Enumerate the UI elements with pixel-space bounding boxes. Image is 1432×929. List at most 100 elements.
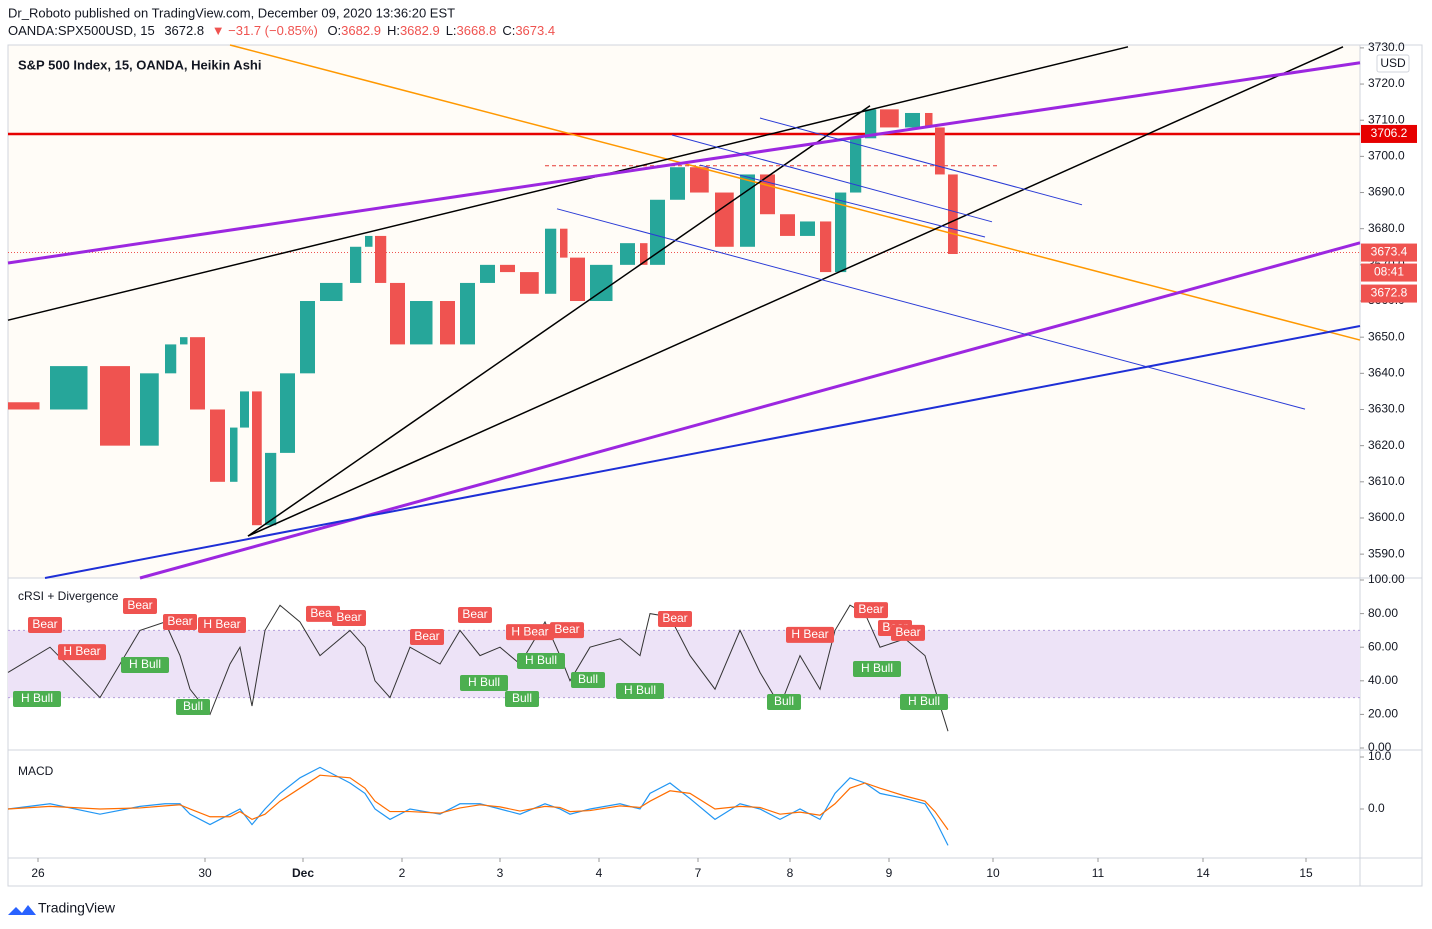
candle — [820, 221, 832, 273]
trend-line — [671, 134, 993, 223]
publish-info: Dr_Roboto published on TradingView.com, … — [8, 5, 455, 20]
candle — [690, 167, 709, 193]
signal-box — [28, 617, 62, 634]
trend-line — [699, 164, 986, 238]
signal-label: Bear — [554, 622, 579, 636]
last: 3672.8 — [164, 23, 204, 38]
x-tick-label: 11 — [1092, 866, 1105, 880]
candle — [740, 174, 755, 247]
signal-label: H Bull — [468, 675, 500, 689]
candle — [715, 192, 734, 247]
chart-title: S&P 500 Index, 15, OANDA, Heikin Ashi — [18, 57, 261, 72]
signal-label: H Bull — [525, 653, 557, 667]
signal-box — [550, 622, 584, 639]
y-tick-label: 3600.0 — [1368, 510, 1405, 524]
candle — [100, 366, 130, 446]
candle — [300, 301, 315, 374]
level-tag-bg — [1361, 124, 1417, 143]
y-tick-label: 3620.0 — [1368, 438, 1405, 452]
signal-box — [853, 661, 901, 678]
crsi-tick-label: 100.00 — [1368, 572, 1405, 586]
signal-label: Bear — [414, 629, 439, 643]
ohlc-label: C: — [502, 23, 515, 38]
signal-box — [571, 671, 605, 688]
signal-label: Bull — [578, 672, 598, 686]
candle — [320, 282, 343, 302]
bid-tag-bg — [1361, 284, 1417, 303]
crsi-tick-label: 0.00 — [1368, 740, 1392, 754]
trend-line — [247, 105, 871, 537]
footer: TradingView — [38, 900, 116, 916]
ohlc-value: 3682.9 — [400, 23, 440, 38]
candle — [935, 127, 945, 175]
x-tick-label: 7 — [695, 866, 702, 880]
ohlc-label: L: — [446, 23, 457, 38]
candle — [165, 344, 177, 374]
signal-label: Bull — [512, 691, 532, 705]
y-tick-label: 3730.0 — [1368, 40, 1405, 54]
y-tick-label: 3700.0 — [1368, 149, 1405, 163]
x-tick-label: 3 — [497, 866, 504, 880]
bid-tag: 3672.8 — [1371, 286, 1408, 300]
currency: USD — [1380, 56, 1406, 70]
candle — [590, 264, 613, 302]
candle — [545, 228, 557, 294]
signal-label: Bear — [32, 617, 57, 631]
signal-box — [163, 614, 197, 630]
crsi-line — [7, 604, 949, 732]
x-tick-label: 14 — [1196, 866, 1210, 880]
candle — [925, 112, 933, 128]
trend-line — [229, 44, 1361, 341]
candle — [140, 373, 159, 446]
macd-line — [7, 774, 949, 831]
candle — [180, 337, 188, 345]
signal-label: Bear — [462, 607, 487, 621]
signal-label: Bull — [774, 694, 794, 708]
signal-label: H Bear — [63, 644, 100, 658]
signal-label: H Bear — [203, 617, 240, 631]
signal-box — [854, 602, 888, 619]
signal-box — [658, 610, 692, 627]
x-tick-label: 10 — [986, 866, 1000, 880]
x-tick-label: 8 — [787, 866, 794, 880]
candle — [905, 112, 920, 128]
candle — [670, 167, 685, 200]
candle — [375, 235, 387, 283]
candle — [252, 391, 262, 526]
change: ▼ −31.7 (−0.85%) — [212, 23, 318, 38]
signal-label: H Bull — [861, 661, 893, 675]
signal-label: H Bear — [791, 627, 828, 641]
candle — [280, 373, 295, 453]
trend-line — [7, 61, 1361, 265]
last-price-tag-bg — [1361, 243, 1417, 262]
signal-box — [458, 606, 492, 623]
x-tick-label: 15 — [1299, 866, 1313, 880]
candle — [865, 109, 877, 139]
y-tick-label: 3690.0 — [1368, 185, 1405, 199]
macd-title: MACD — [18, 764, 54, 778]
crsi-title: cRSI + Divergence — [18, 589, 119, 603]
y-tick-label: 3720.0 — [1368, 76, 1405, 90]
y-tick-label: 3630.0 — [1368, 402, 1405, 416]
candle — [880, 109, 899, 128]
currency-box — [1376, 54, 1410, 73]
signal-label: Bear — [895, 625, 920, 639]
y-tick-label: 3590.0 — [1368, 546, 1405, 560]
trend-line — [44, 324, 1361, 579]
signal-box — [13, 690, 61, 707]
candle — [265, 452, 277, 526]
ohlc-value: 3668.8 — [457, 23, 497, 38]
candle — [620, 243, 635, 265]
candle — [410, 301, 433, 345]
macd-line — [7, 766, 949, 846]
trend-line — [7, 46, 1129, 321]
signal-box — [58, 644, 106, 661]
crsi-tick-label: 80.00 — [1368, 606, 1398, 620]
candle — [210, 409, 225, 482]
candle — [560, 228, 568, 258]
candle — [480, 264, 495, 283]
signal-box — [460, 674, 508, 691]
signal-box — [900, 693, 948, 710]
macd-tick-label: 0.0 — [1368, 801, 1385, 815]
crsi-band — [8, 630, 1360, 698]
